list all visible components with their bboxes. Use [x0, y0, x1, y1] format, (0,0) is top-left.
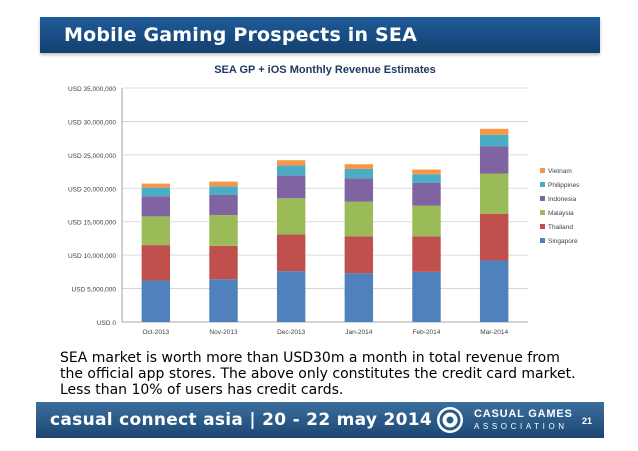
bar-segment: [479, 146, 509, 174]
x-tick-label: Oct-2013: [142, 329, 169, 336]
legend-swatch: [540, 168, 545, 173]
y-tick-label: USD 0: [97, 320, 117, 327]
org-name-line1: CASUAL GAMES: [474, 408, 573, 420]
bar-segment: [344, 178, 374, 202]
bar-segment: [209, 194, 238, 216]
event-banner-text: casual connect asia | 20 - 22 may 2014: [50, 410, 433, 430]
bar-segment: [344, 168, 374, 179]
bar-segment: [479, 134, 509, 147]
page-number: 21: [582, 416, 593, 426]
x-tick-label: Dec-2013: [277, 329, 306, 336]
bar-segment: [344, 164, 374, 169]
chart-title: SEA GP + iOS Monthly Revenue Estimates: [214, 64, 436, 76]
bar-segment: [209, 279, 238, 322]
y-tick-label: USD 5,000,000: [72, 287, 117, 294]
x-tick-label: Nov-2013: [209, 329, 238, 336]
bar-segment: [479, 173, 509, 214]
slide-body-text: SEA market is worth more than USD30m a m…: [60, 350, 576, 398]
legend-label: Singapore: [548, 238, 578, 245]
bar-segment: [276, 175, 306, 199]
org-name-line2: ASSOCIATION: [474, 422, 568, 431]
bar-segment: [344, 201, 374, 237]
bar-segment: [209, 245, 238, 280]
casual-games-association-logo-icon: [437, 407, 463, 433]
legend-swatch: [540, 196, 545, 201]
y-tick-label: USD 15,000,000: [68, 220, 116, 227]
legend-label: Thailand: [548, 224, 573, 231]
bar-segment: [276, 234, 306, 272]
footer-bar: casual connect asia | 20 - 22 may 2014 C…: [36, 402, 604, 438]
legend-label: Malaysia: [548, 210, 574, 217]
y-tick-label: USD 10,000,000: [68, 253, 116, 260]
legend-swatch: [540, 182, 545, 187]
bar-segment: [209, 181, 238, 187]
title-bar: Mobile Gaming Prospects in SEA: [40, 17, 600, 53]
bar-segment: [141, 187, 171, 197]
bar-segment: [412, 182, 441, 206]
y-tick-label: USD 25,000,000: [68, 153, 116, 160]
legend-label: Indonesia: [548, 196, 577, 203]
y-tick-label: USD 30,000,000: [68, 119, 116, 126]
legend-swatch: [540, 210, 545, 215]
bar-segment: [141, 196, 171, 217]
x-tick-label: Mar-2014: [480, 329, 508, 336]
bar-segment: [412, 271, 441, 322]
legend-swatch: [540, 238, 545, 243]
x-tick-label: Jan-2014: [345, 329, 372, 336]
slide-title: Mobile Gaming Prospects in SEA: [64, 24, 417, 46]
bar-segment: [209, 215, 238, 246]
bar-segment: [479, 260, 509, 322]
bar-segment: [141, 216, 171, 246]
x-tick-label: Feb-2014: [413, 329, 441, 336]
bar-segment: [276, 198, 306, 235]
bar-segment: [479, 128, 509, 135]
y-tick-label: USD 35,000,000: [68, 86, 116, 93]
bar-segment: [344, 236, 374, 274]
bar-segment: [141, 245, 171, 281]
bar-segment: [209, 186, 238, 195]
bar-segment: [141, 280, 171, 322]
bar-segment: [276, 271, 306, 322]
revenue-chart: SEA GP + iOS Monthly Revenue Estimates US…: [68, 64, 580, 336]
bar-segment: [412, 236, 441, 272]
bar-segment: [479, 213, 509, 261]
legend-label: Vietnam: [548, 168, 572, 175]
bar-segment: [412, 169, 441, 175]
legend-label: Philippines: [548, 182, 580, 189]
bar-segment: [412, 174, 441, 183]
bar-segment: [412, 205, 441, 237]
bar-segment: [276, 165, 306, 176]
bar-segment: [276, 160, 306, 166]
legend-swatch: [540, 224, 545, 229]
bar-segment: [141, 183, 171, 188]
bar-segment: [344, 273, 374, 322]
y-tick-label: USD 20,000,000: [68, 186, 116, 193]
